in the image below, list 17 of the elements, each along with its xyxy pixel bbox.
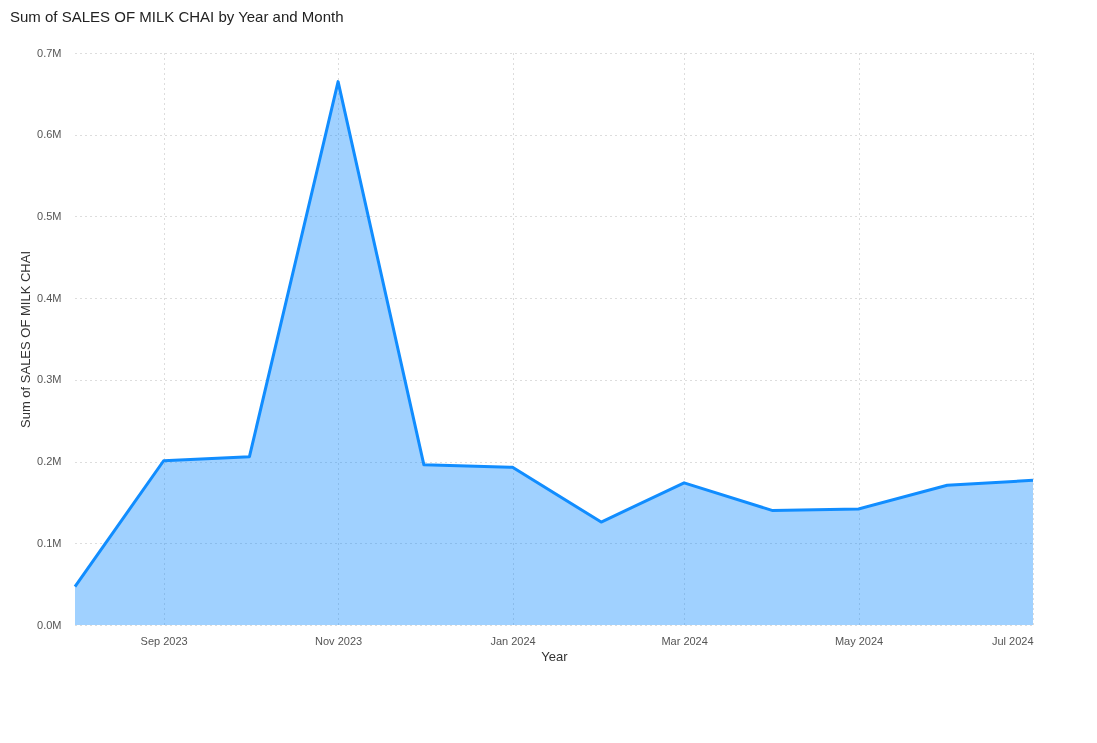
y-tick-label: 0.5M [37,209,62,222]
y-axis-title: Sum of SALES OF MILK CHAI [18,251,34,428]
x-tick-label: Mar 2024 [661,634,708,647]
y-tick-label: 0.0M [37,618,62,631]
chart-title: Sum of SALES OF MILK CHAI by Year and Month [10,8,344,25]
x-tick-label: Jan 2024 [490,634,536,647]
x-tick-label: Nov 2023 [315,634,363,647]
y-tick-label: 0.6M [37,128,62,141]
x-axis-title: Year [541,648,569,664]
y-tick-label: 0.7M [37,46,62,59]
x-tick-label: May 2024 [834,634,884,647]
y-tick-label: 0.2M [37,455,62,468]
x-tick-label: Jul 2024 [991,634,1034,647]
y-tick-label: 0.3M [37,373,62,386]
x-tick-label: Sep 2023 [140,634,188,647]
y-tick-label: 0.4M [37,291,62,304]
y-tick-label: 0.1M [37,536,62,549]
